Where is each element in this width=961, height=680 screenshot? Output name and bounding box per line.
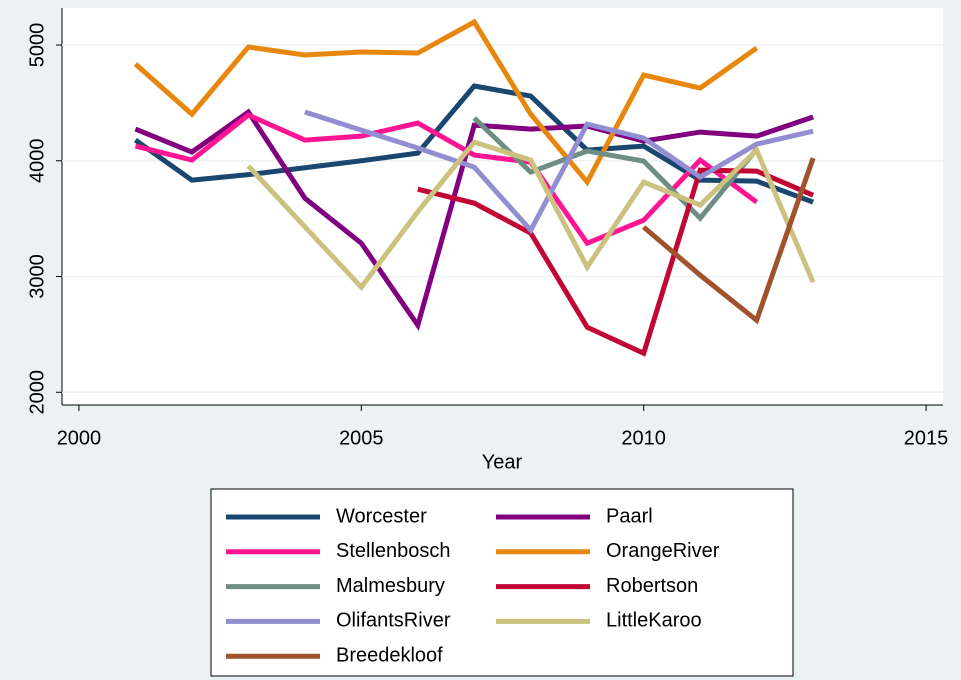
legend-label: Paarl <box>606 505 653 527</box>
series-line <box>472 116 759 222</box>
legend <box>210 488 794 677</box>
x-tick-label: 2010 <box>621 427 666 449</box>
series-line <box>133 18 759 187</box>
series-line <box>246 139 816 292</box>
y-tick-label: 2000 <box>26 370 48 415</box>
y-tick-label: 3000 <box>26 254 48 299</box>
y-tick-label: 5000 <box>26 23 48 68</box>
legend-label: LittleKaroo <box>606 610 702 632</box>
x-tick-label: 2000 <box>57 427 102 449</box>
legend-label: Worcester <box>336 505 427 527</box>
legend-label: Robertson <box>606 575 698 597</box>
legend-label: Breedekloof <box>336 644 443 666</box>
series-line <box>417 167 815 357</box>
legend-label: Stellenbosch <box>336 540 451 562</box>
series-line <box>134 108 814 332</box>
x-tick-label: 2015 <box>904 427 949 449</box>
x-axis-label: Year <box>482 451 523 473</box>
legend-label: OrangeRiver <box>606 540 720 562</box>
legend-label: Malmesbury <box>336 575 445 597</box>
series-line <box>134 112 759 247</box>
legend-label: OlifantsRiver <box>336 610 451 632</box>
x-tick-label: 2005 <box>339 427 384 449</box>
series-line <box>642 157 816 325</box>
series-line <box>304 109 814 235</box>
series-line <box>133 83 814 205</box>
y-tick-label: 4000 <box>26 139 48 184</box>
